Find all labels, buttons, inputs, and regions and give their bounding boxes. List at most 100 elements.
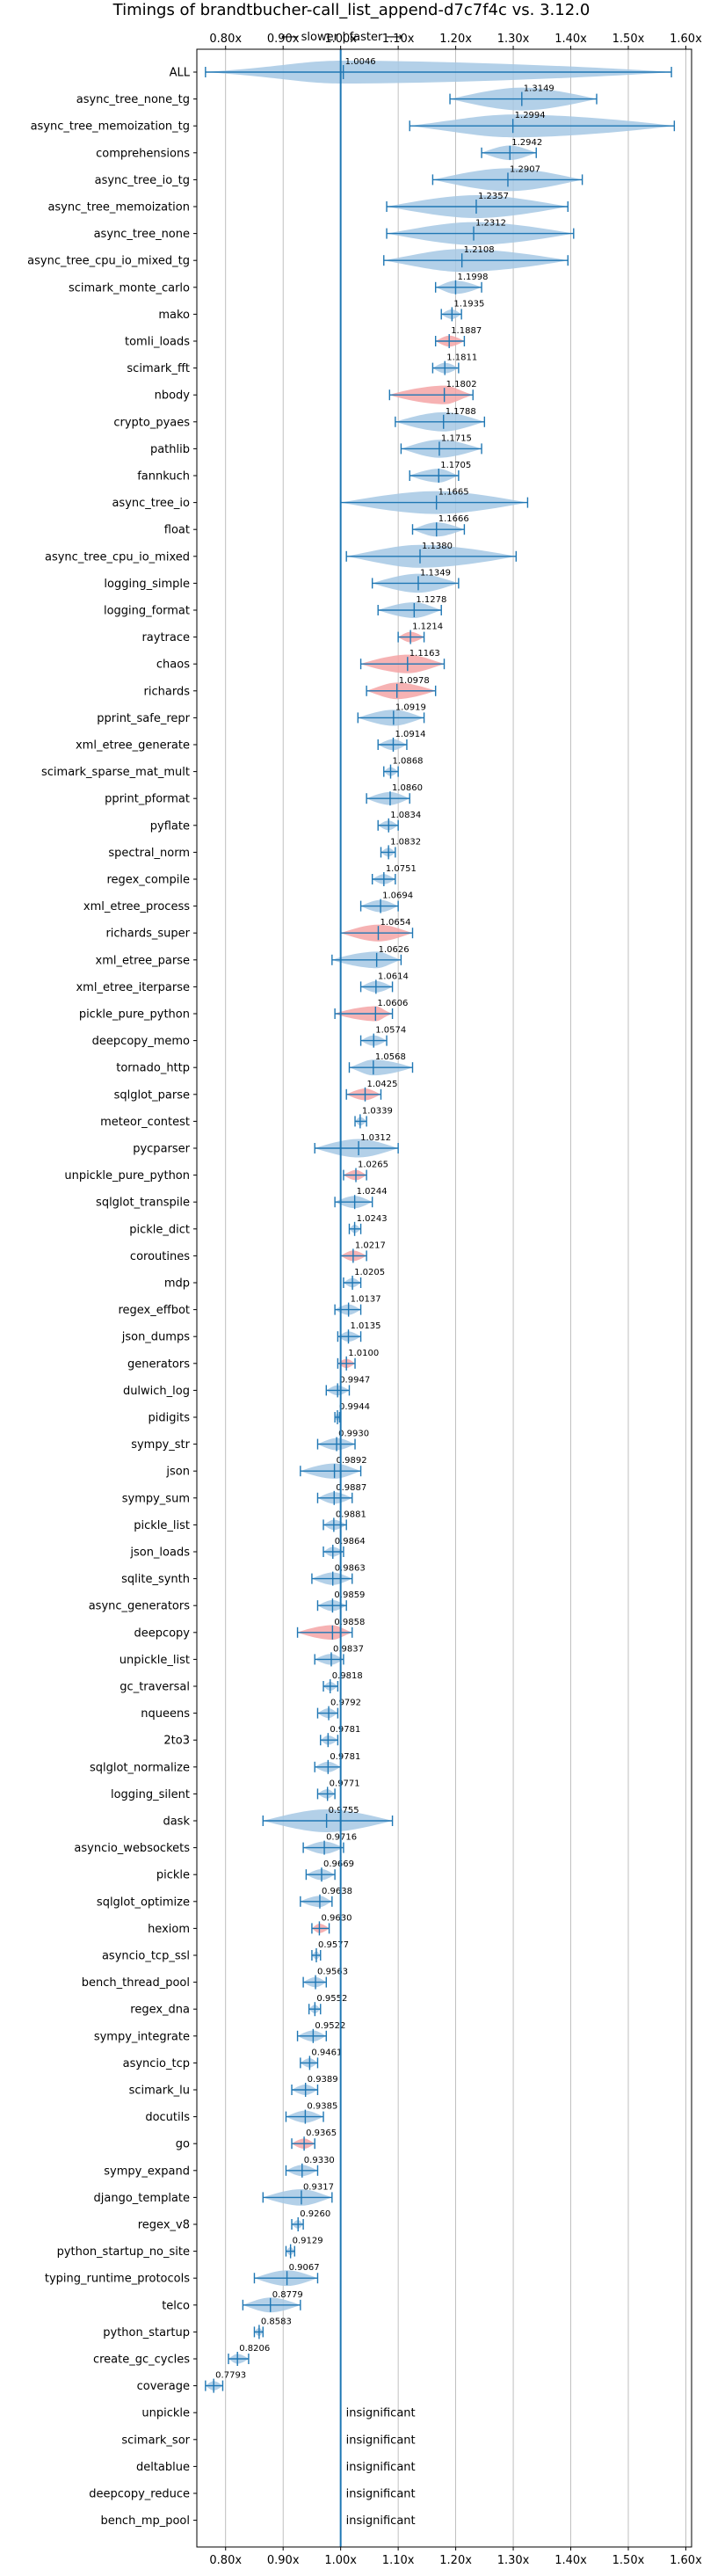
value-label: 0.9067 [289,2263,320,2273]
category-label: sympy_sum [122,1492,190,1505]
category-label: bench_mp_pool [100,2514,190,2528]
value-label: 1.1788 [446,407,476,417]
value-label: 1.1715 [441,433,472,443]
category-label: sqlite_synth [121,1573,190,1586]
category-label: async_tree_none_tg [76,93,190,106]
category-label: docutils [145,2111,190,2124]
x-tick-label-bottom: 1.50x [612,2554,645,2567]
value-label: 0.9818 [332,1671,363,1681]
category-label: dask [163,1816,190,1829]
category-label: chaos [156,659,190,672]
category-label: scimark_lu [129,2085,190,2098]
value-label: 0.9129 [293,2237,323,2246]
value-label: 1.0626 [379,945,409,955]
value-label: 1.1665 [438,488,469,498]
value-label: 0.9330 [304,2156,335,2165]
category-label: richards_super [105,928,190,941]
category-label: xml_etree_generate [76,739,190,753]
category-label: sqlglot_normalize [90,1761,190,1774]
value-label: 1.2994 [515,111,546,120]
value-label: 1.0860 [392,783,423,793]
category-label: asyncio_tcp_ssl [102,1950,190,1963]
category-label: sympy_expand [104,2165,190,2178]
value-label: 1.0568 [375,1052,406,1062]
value-label: 1.0832 [390,837,421,847]
insignificant-label: insignificant [346,2461,416,2474]
x-tick-label-bottom: 1.40x [554,2554,587,2567]
category-label: scimark_fft [127,362,190,375]
category-label: typing_runtime_protocols [45,2273,190,2286]
value-label: 0.9792 [330,1699,361,1708]
value-label: 1.0137 [351,1295,381,1305]
value-label: 1.1802 [446,380,477,389]
category-label: spectral_norm [108,847,190,860]
category-label: regex_v8 [138,2219,190,2232]
value-label: 1.0100 [348,1349,379,1358]
category-label: scimark_monte_carlo [69,281,190,295]
value-label: 1.1666 [438,514,469,524]
value-label: 1.1214 [412,622,443,632]
value-label: 1.0614 [378,971,409,981]
value-label: 1.3149 [524,84,554,94]
value-label: 0.9389 [308,2075,338,2085]
category-label: mdp [164,1277,190,1291]
category-label: sqlglot_parse [114,1088,190,1102]
direction-label: ⟵ slower | faster ⟶ [281,31,402,44]
value-label: 0.7793 [215,2371,246,2381]
category-label: scimark_sparse_mat_mult [41,766,190,779]
value-label: 0.9771 [330,1779,360,1788]
category-label: deepcopy_reduce [89,2488,190,2501]
category-label: richards [144,685,191,698]
category-label: async_tree_cpu_io_mixed [45,550,190,564]
value-label: 0.9630 [321,1913,352,1923]
category-label: raytrace [141,631,190,644]
category-label: logging_format [104,605,190,618]
category-label: bench_thread_pool [82,1976,190,1990]
category-label: async_tree_io [112,497,190,510]
x-tick-label-top: 1.40x [554,33,587,46]
x-tick-label-bottom: 0.90x [267,2554,300,2567]
value-label: 1.0914 [395,730,425,739]
x-tick-label-bottom: 1.10x [382,2554,415,2567]
category-label: pprint_safe_repr [97,712,190,725]
category-labels: ALL async_tree_none_tg async_tree_memoizat… [27,67,197,2528]
value-label: 1.0919 [395,702,426,712]
value-label: 0.9781 [330,1752,360,1762]
value-label: 0.9563 [317,1968,348,1977]
value-label: 0.9552 [316,1994,347,2004]
category-label: python_startup_no_site [57,2245,190,2259]
category-label: scimark_sor [121,2434,190,2447]
value-label: 1.0046 [345,57,376,67]
category-label: xml_etree_iterparse [76,981,190,994]
category-label: telco [162,2299,190,2312]
category-label: create_gc_cycles [93,2354,190,2367]
value-label: 0.9385 [307,2102,337,2112]
value-label: 1.0205 [354,1268,385,1277]
x-tick-label-top: 1.20x [439,33,472,46]
insignificant-label: insignificant [346,2407,416,2420]
x-tick-label-top: 1.00x [324,33,357,46]
category-label: tomli_loads [125,336,190,349]
value-label: 0.9755 [329,1806,359,1816]
value-label: 1.0654 [380,918,410,928]
insignificant-label: insignificant [346,2488,416,2501]
value-label: 1.0425 [366,1080,397,1089]
value-label: 0.9887 [336,1483,366,1493]
category-label: python_startup [103,2326,190,2340]
category-label: coroutines [130,1250,190,1263]
x-tick-label-bottom: 1.30x [497,2554,530,2567]
value-label: 0.9365 [306,2128,337,2138]
value-label: 0.9863 [335,1564,366,1574]
category-label: go [176,2138,190,2151]
value-label: 0.9947 [339,1375,370,1385]
category-label: pycparser [133,1143,190,1156]
x-tick-labels: 0.80x 0.80x 0.90x 0.90x 1.00x 1.00x 1.10x 1.10x… [209,33,702,2567]
value-label: 0.9892 [337,1456,367,1466]
value-label: 0.9837 [333,1644,364,1654]
value-label: 0.8206 [239,2344,270,2354]
x-tick-label-bottom: 1.00x [324,2554,357,2567]
category-label: crypto_pyaes [113,416,190,429]
category-label: dulwich_log [123,1385,190,1398]
category-label: meteor_contest [100,1116,190,1129]
